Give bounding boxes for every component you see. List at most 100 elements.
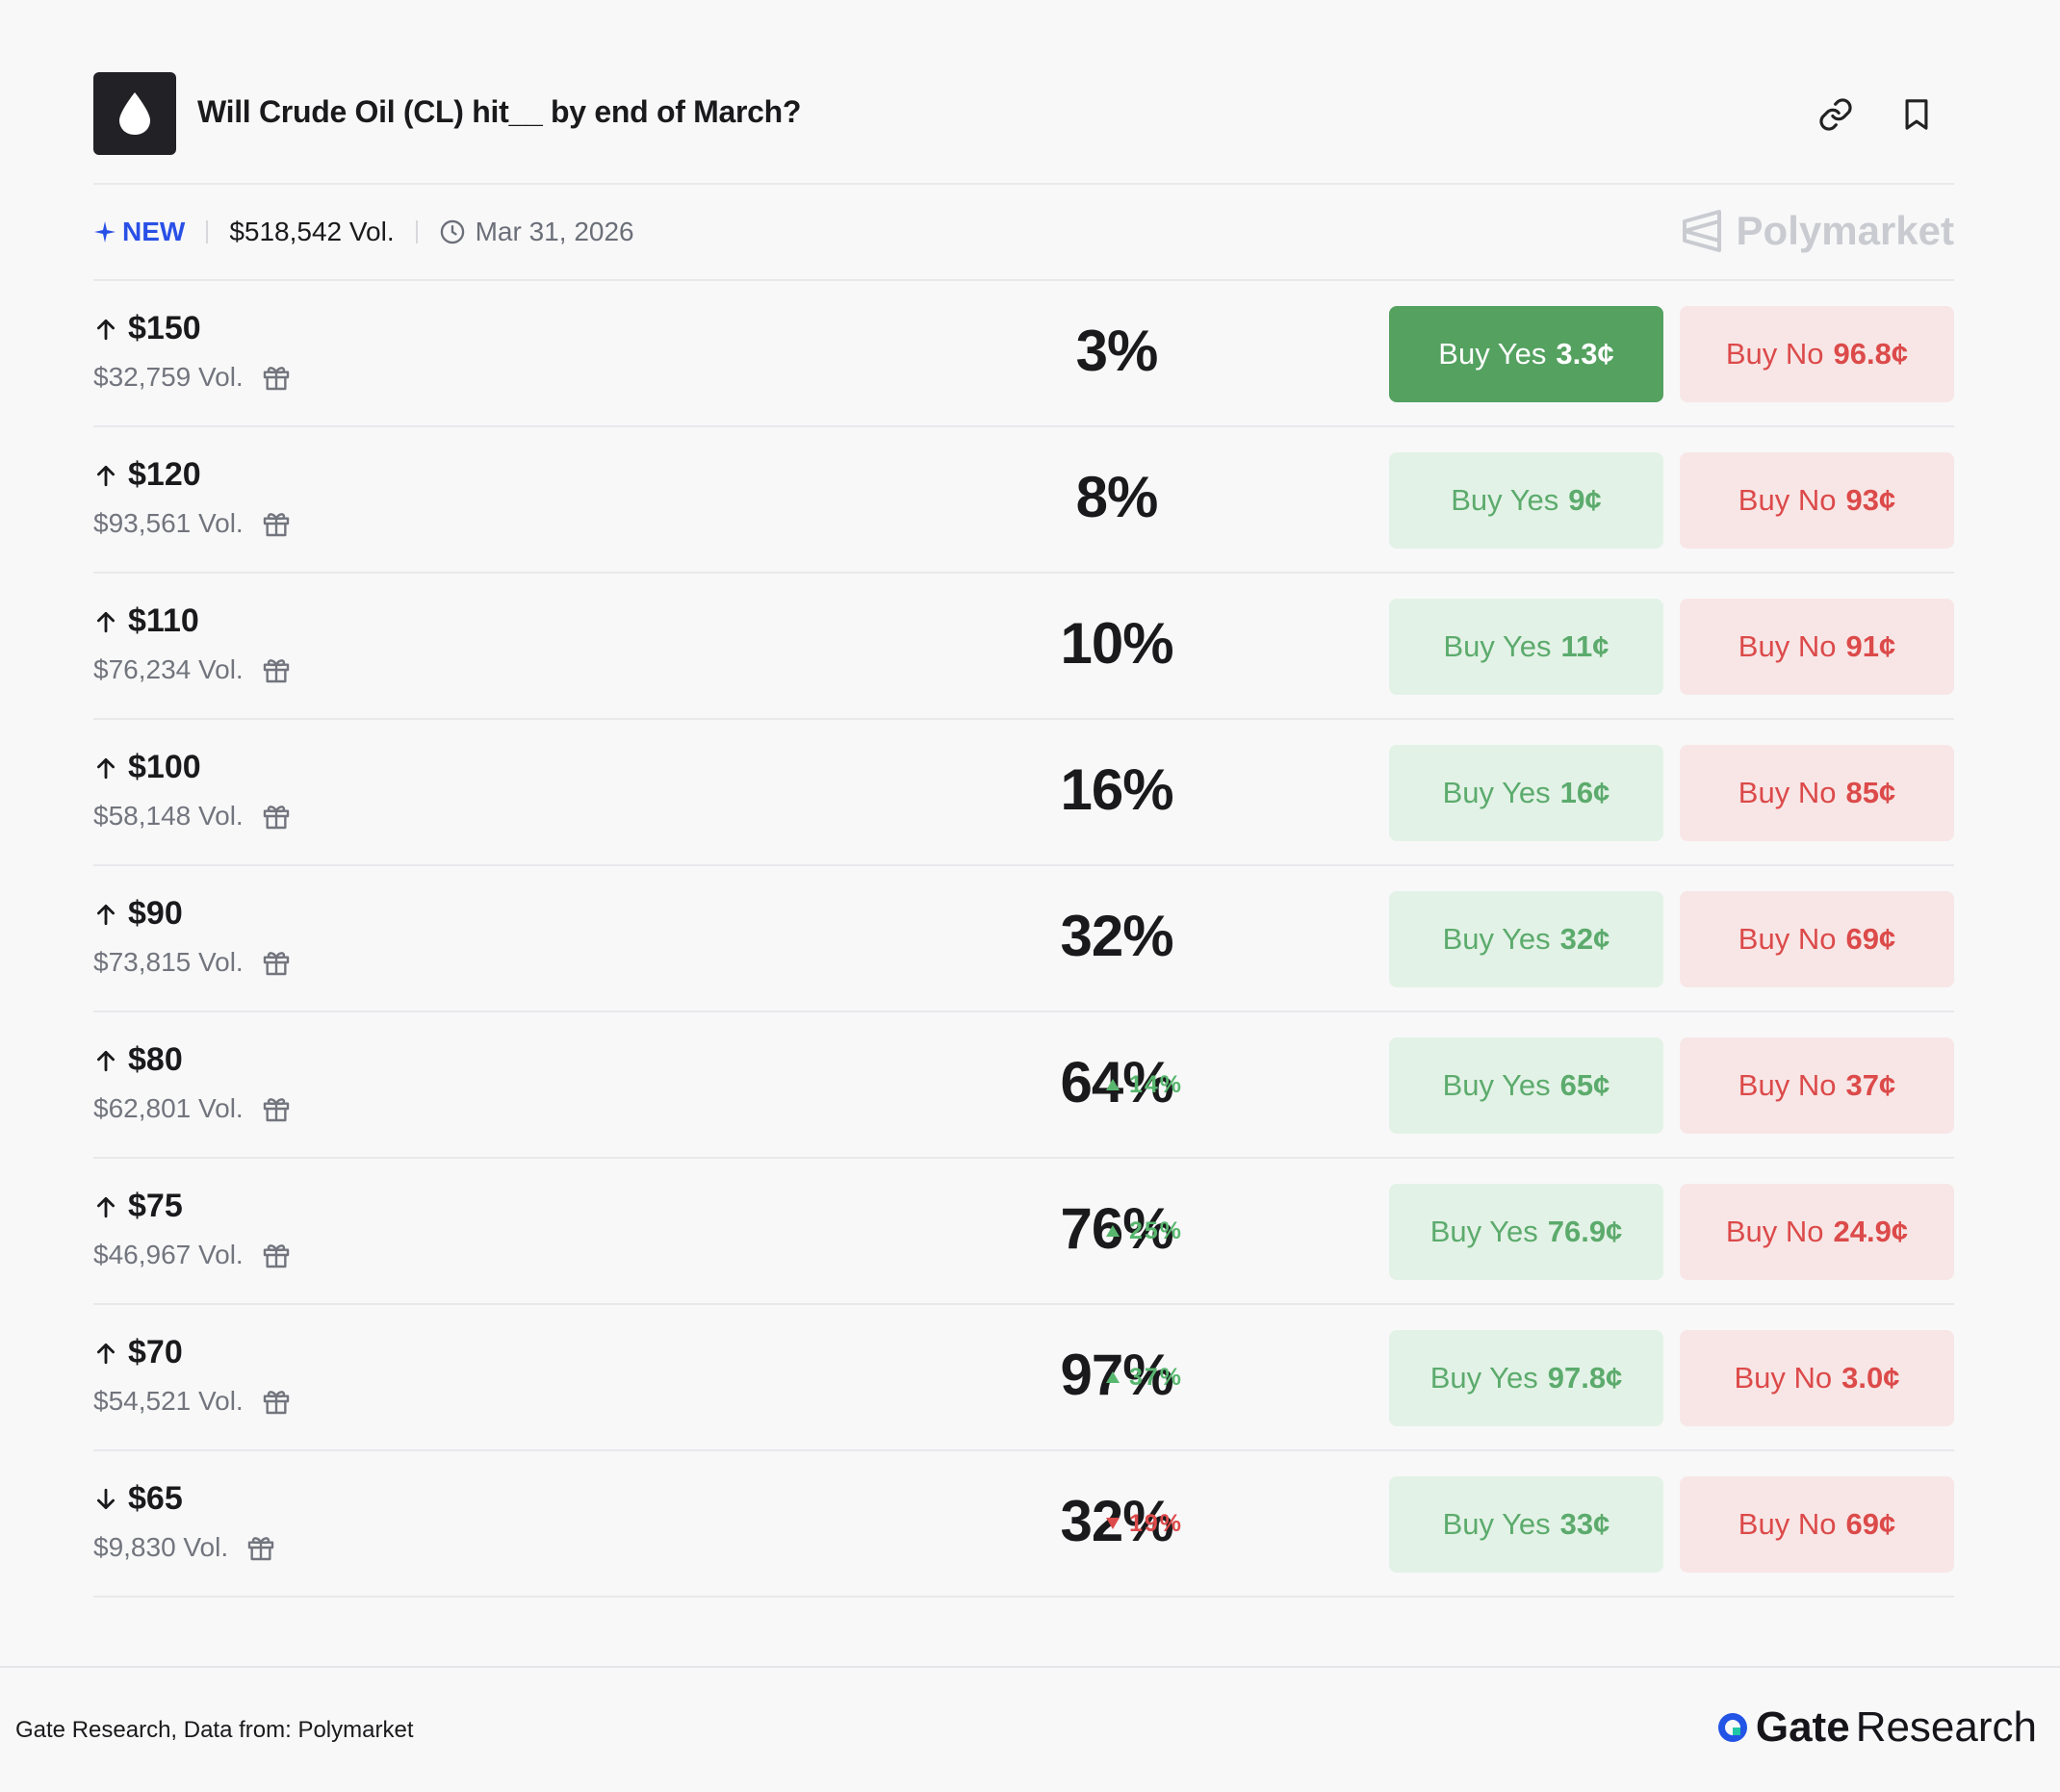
- buy-no-button[interactable]: Buy No 3.0¢: [1680, 1330, 1954, 1426]
- triangle-up-icon: [1106, 1225, 1120, 1237]
- outcome-row[interactable]: $75 $46,967 Vol. 76% 25% Buy Yes 76.9¢ B…: [93, 1159, 1954, 1305]
- outcome-volume-text: $93,561 Vol.: [93, 508, 244, 538]
- link-icon[interactable]: [1814, 92, 1858, 137]
- buy-no-button[interactable]: Buy No 96.8¢: [1680, 306, 1954, 402]
- probability-change: 37%: [1104, 1305, 1183, 1449]
- gift-icon[interactable]: [261, 1093, 292, 1124]
- polymarket-logo: Polymarket: [1681, 208, 1954, 254]
- clock-icon: [440, 219, 464, 244]
- gift-icon[interactable]: [261, 362, 292, 393]
- outcome-volume: $76,234 Vol.: [93, 654, 292, 685]
- probability-change: 25%: [1104, 1159, 1183, 1303]
- buy-no-button[interactable]: Buy No 69¢: [1680, 1476, 1954, 1573]
- buy-yes-price: 3.3¢: [1556, 337, 1614, 371]
- arrow-up-icon: [97, 1196, 115, 1217]
- arrow-up-icon: [97, 1343, 115, 1364]
- gift-icon[interactable]: [261, 947, 292, 978]
- buy-no-button[interactable]: Buy No 91¢: [1680, 599, 1954, 695]
- buy-no-button[interactable]: Buy No 93¢: [1680, 452, 1954, 549]
- buy-no-price: 69¢: [1845, 1507, 1896, 1541]
- outcome-row[interactable]: $120 $93,561 Vol. 8% Buy Yes 9¢ Buy No 9…: [93, 427, 1954, 574]
- gift-icon[interactable]: [261, 508, 292, 539]
- buy-no-label: Buy No: [1734, 1361, 1833, 1395]
- buy-no-price: 24.9¢: [1833, 1215, 1909, 1248]
- buy-no-label: Buy No: [1725, 337, 1824, 371]
- buy-yes-price: 97.8¢: [1547, 1361, 1623, 1395]
- threshold-value: $110: [128, 602, 199, 639]
- outcome-volume: $54,521 Vol.: [93, 1386, 292, 1417]
- buy-no-price: 37¢: [1845, 1068, 1896, 1102]
- buy-yes-button[interactable]: Buy Yes 11¢: [1389, 599, 1663, 695]
- threshold-value: $150: [128, 310, 201, 346]
- outcome-row[interactable]: $90 $73,815 Vol. 32% Buy Yes 32¢ Buy No …: [93, 866, 1954, 1012]
- outcome-row[interactable]: $110 $76,234 Vol. 10% Buy Yes 11¢ Buy No…: [93, 574, 1954, 720]
- buy-yes-label: Buy Yes: [1429, 1215, 1538, 1248]
- buy-yes-button[interactable]: Buy Yes 76.9¢: [1389, 1184, 1663, 1280]
- threshold-label: $75: [93, 1188, 183, 1225]
- buy-yes-button[interactable]: Buy Yes 32¢: [1389, 891, 1663, 987]
- market-title: Will Crude Oil (CL) hit__ by end of Marc…: [197, 94, 802, 129]
- buy-no-label: Buy No: [1738, 776, 1837, 809]
- outcome-probability: 10%: [1060, 611, 1173, 676]
- buy-no-label: Buy No: [1725, 1215, 1824, 1248]
- buy-no-button[interactable]: Buy No 85¢: [1680, 745, 1954, 841]
- arrow-up-icon: [97, 611, 115, 632]
- change-value: 25%: [1129, 1216, 1184, 1244]
- gift-icon[interactable]: [261, 654, 292, 685]
- arrow-up-icon: [97, 904, 115, 925]
- threshold-label: $150: [93, 310, 201, 347]
- threshold-label: $110: [93, 602, 199, 640]
- gift-icon[interactable]: [261, 1386, 292, 1417]
- outcome-row[interactable]: $70 $54,521 Vol. 97% 37% Buy Yes 97.8¢ B…: [93, 1305, 1954, 1451]
- buy-yes-button[interactable]: Buy Yes 9¢: [1389, 452, 1663, 549]
- market-header: Will Crude Oil (CL) hit__ by end of Marc…: [93, 58, 1954, 185]
- threshold-value: $100: [128, 749, 201, 785]
- outcome-volume-text: $58,148 Vol.: [93, 801, 244, 831]
- buy-yes-button[interactable]: Buy Yes 3.3¢: [1389, 306, 1663, 402]
- outcome-volume: $93,561 Vol.: [93, 508, 292, 539]
- sparkle-icon: [94, 221, 116, 243]
- buy-yes-button[interactable]: Buy Yes 16¢: [1389, 745, 1663, 841]
- change-value: 19%: [1129, 1509, 1184, 1537]
- buy-no-price: 3.0¢: [1841, 1361, 1900, 1395]
- gift-icon[interactable]: [261, 801, 292, 832]
- footer-divider: [0, 1666, 2060, 1668]
- change-value: 14%: [1129, 1070, 1184, 1098]
- outcome-probability: 64%: [1060, 1050, 1173, 1114]
- outcome-row[interactable]: $150 $32,759 Vol. 3% Buy Yes 3.3¢ Buy No…: [93, 281, 1954, 427]
- threshold-label: $65: [93, 1480, 183, 1518]
- outcome-row[interactable]: $100 $58,148 Vol. 16% Buy Yes 16¢ Buy No…: [93, 720, 1954, 866]
- outcome-volume: $32,759 Vol.: [93, 362, 292, 393]
- end-date: Mar 31, 2026: [439, 217, 634, 247]
- buy-no-label: Buy No: [1738, 629, 1837, 663]
- buy-yes-label: Buy Yes: [1443, 629, 1552, 663]
- outcome-row[interactable]: $65 $9,830 Vol. 32% 19% Buy Yes 33¢ Buy …: [93, 1451, 1954, 1598]
- buy-no-button[interactable]: Buy No 24.9¢: [1680, 1184, 1954, 1280]
- buy-no-button[interactable]: Buy No 37¢: [1680, 1037, 1954, 1134]
- gift-icon[interactable]: [245, 1532, 276, 1563]
- buy-yes-button[interactable]: Buy Yes 33¢: [1389, 1476, 1663, 1573]
- outcome-volume-text: $76,234 Vol.: [93, 654, 244, 684]
- outcome-row[interactable]: $80 $62,801 Vol. 64% 14% Buy Yes 65¢ Buy…: [93, 1012, 1954, 1159]
- new-label: NEW: [122, 217, 186, 246]
- threshold-value: $80: [128, 1041, 183, 1078]
- gift-icon[interactable]: [261, 1240, 292, 1270]
- bookmark-icon[interactable]: [1894, 92, 1939, 137]
- threshold-label: $90: [93, 895, 183, 933]
- gate-icon: [1717, 1713, 1747, 1742]
- buy-yes-label: Buy Yes: [1442, 1507, 1551, 1541]
- arrow-up-icon: [97, 1050, 115, 1071]
- arrow-up-icon: [97, 465, 115, 486]
- outcome-probability: 97%: [1060, 1343, 1173, 1407]
- outcome-probability: 3%: [1075, 319, 1159, 383]
- outcome-probability: 8%: [1075, 465, 1159, 529]
- buy-yes-button[interactable]: Buy Yes 65¢: [1389, 1037, 1663, 1134]
- buy-no-button[interactable]: Buy No 69¢: [1680, 891, 1954, 987]
- buy-yes-label: Buy Yes: [1442, 1068, 1551, 1102]
- polymarket-wordmark: Polymarket: [1736, 208, 1954, 253]
- threshold-value: $70: [128, 1334, 183, 1370]
- buy-yes-button[interactable]: Buy Yes 97.8¢: [1389, 1330, 1663, 1426]
- research-wordmark: Research: [1855, 1703, 2037, 1751]
- end-date-text: Mar 31, 2026: [475, 217, 634, 246]
- buy-no-price: 85¢: [1845, 776, 1896, 809]
